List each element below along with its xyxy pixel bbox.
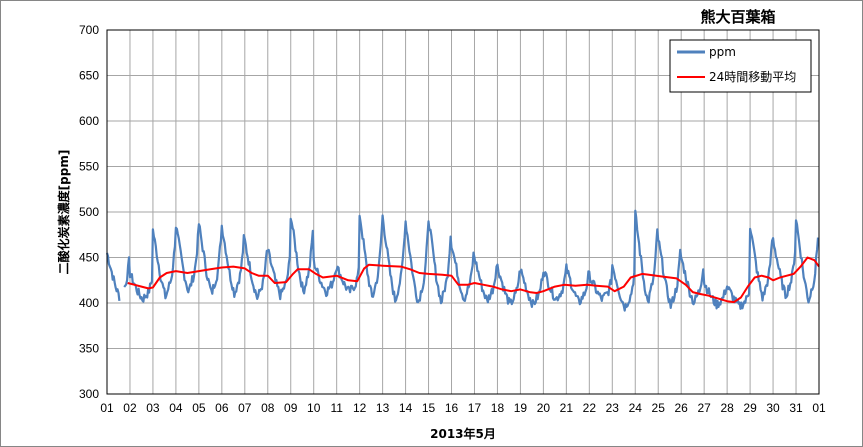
legend: ppm 24時間移動平均	[669, 39, 812, 93]
x-tick-label: 25	[652, 401, 666, 415]
series-moving-average-line	[127, 256, 820, 304]
x-tick-label: 24	[629, 401, 643, 415]
plot-border	[106, 29, 820, 395]
x-tick-label: 27	[697, 401, 711, 415]
x-tick-label: 11	[330, 401, 343, 415]
chart-title: 熊大百葉箱	[700, 8, 775, 26]
x-tick-label: 19	[514, 401, 528, 415]
x-tick-label: 23	[606, 401, 620, 415]
x-tick-label: 01	[812, 401, 826, 415]
x-tick-label: 06	[215, 401, 229, 415]
y-tick-label: 450	[79, 251, 99, 265]
x-tick-label: 05	[192, 401, 206, 415]
series-ppm-line	[105, 209, 820, 312]
x-tick-label: 01	[100, 401, 114, 415]
x-tick-label: 26	[675, 401, 689, 415]
x-tick-label: 02	[123, 401, 137, 415]
x-tick-label: 09	[284, 401, 298, 415]
x-tick-label: 15	[422, 401, 436, 415]
x-tick-label: 22	[583, 401, 597, 415]
x-tick-label: 31	[789, 401, 803, 415]
x-tick-label: 29	[743, 401, 757, 415]
legend-label-ppm: ppm	[709, 45, 736, 59]
x-tick-label: 16	[445, 401, 459, 415]
y-tick-labels: 300 350 400 450 500 550 600 650 700	[79, 23, 99, 401]
y-tick-label: 300	[79, 387, 99, 401]
x-tick-label: 30	[766, 401, 780, 415]
x-axis-label: 2013年5月	[430, 426, 496, 441]
x-tick-label: 03	[146, 401, 160, 415]
legend-label-moving-average: 24時間移動平均	[709, 70, 796, 84]
x-tick-label: 20	[537, 401, 551, 415]
legend-box	[669, 39, 812, 93]
x-tick-labels: 01 02 03 04 05 06 07 08 09 10 11 12 13 14 15 16 17 18 19 20…	[100, 401, 826, 415]
grid	[106, 29, 820, 395]
x-tick-label: 13	[376, 401, 390, 415]
y-axis-label: 二酸化炭素濃度[ppm]	[56, 150, 71, 275]
x-tick-label: 18	[491, 401, 505, 415]
y-tick-label: 700	[79, 23, 99, 37]
x-tick-label: 14	[399, 401, 413, 415]
x-tick-label: 28	[720, 401, 734, 415]
x-tick-label: 07	[238, 401, 252, 415]
y-tick-label: 500	[79, 205, 99, 219]
x-tick-label: 12	[353, 401, 367, 415]
y-tick-label: 650	[79, 69, 99, 83]
y-tick-label: 400	[79, 296, 99, 310]
x-tick-label: 21	[560, 401, 574, 415]
x-tick-label: 17	[468, 401, 482, 415]
plot-lines	[105, 209, 820, 312]
x-tick-label: 10	[307, 401, 321, 415]
y-tick-label: 350	[79, 342, 99, 356]
y-tick-label: 550	[79, 160, 99, 174]
x-tick-label: 08	[261, 401, 275, 415]
y-tick-label: 600	[79, 114, 99, 128]
x-tick-label: 04	[169, 401, 183, 415]
